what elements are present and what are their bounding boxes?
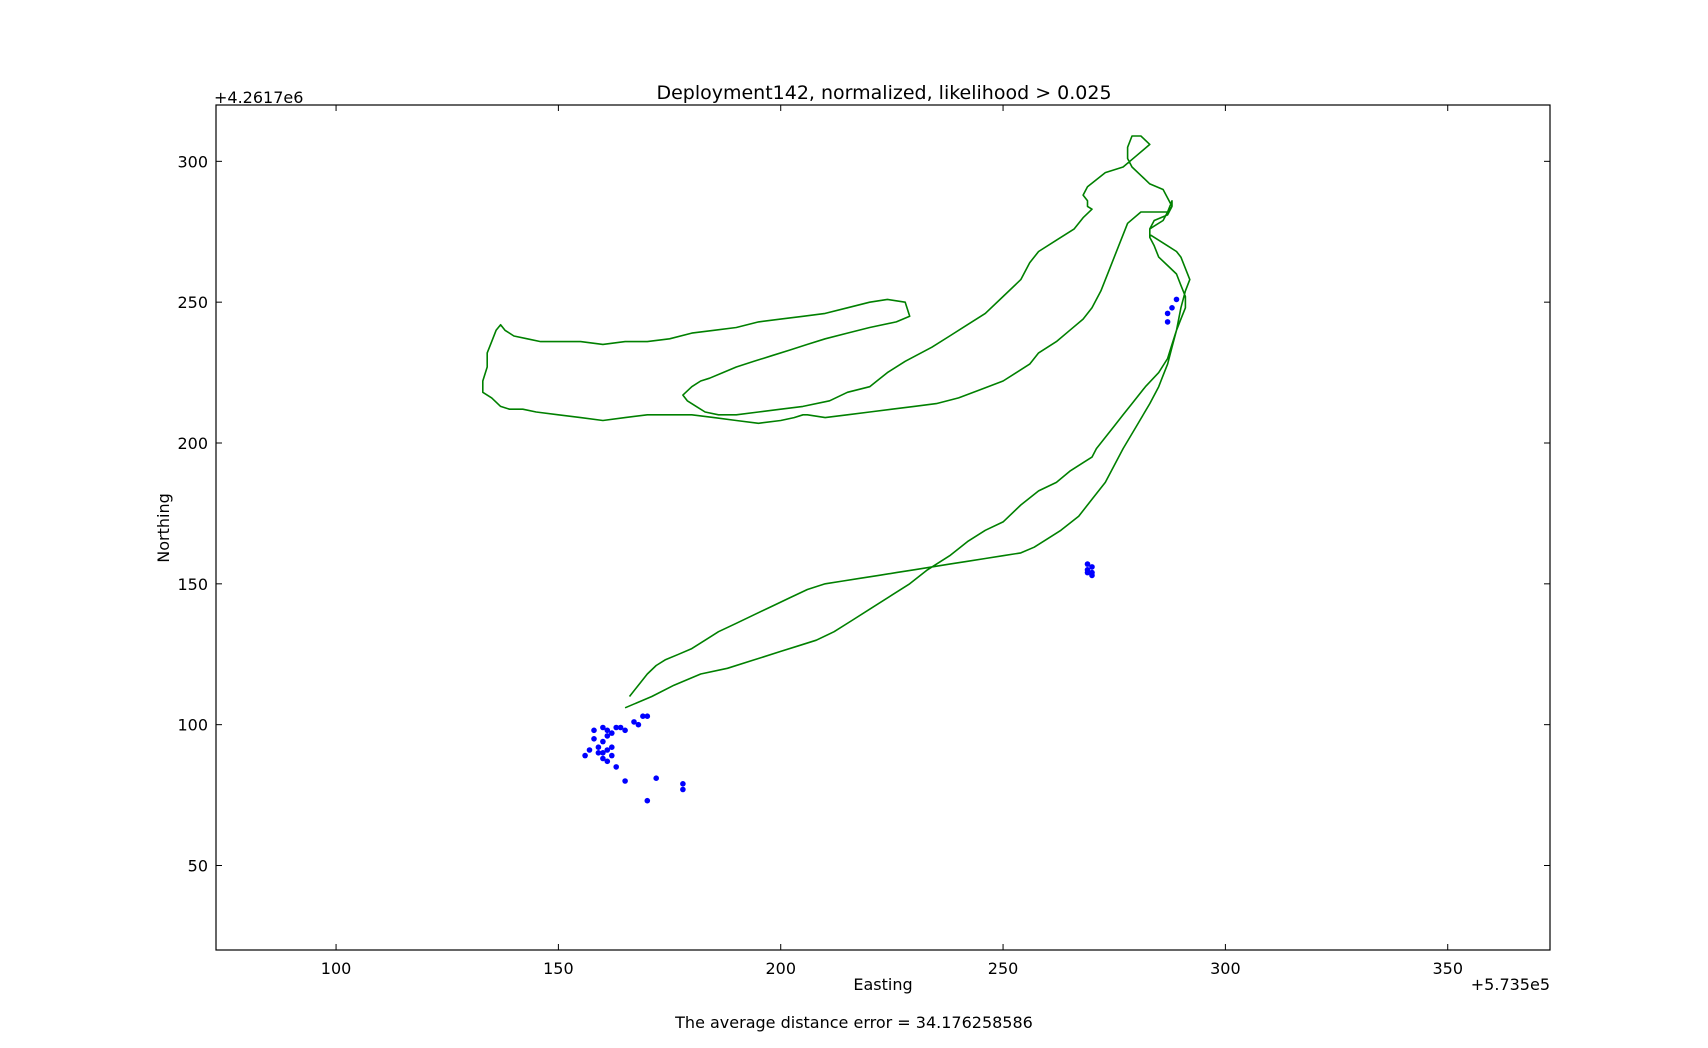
scatter-point [600,750,606,756]
scatter-point [609,752,615,759]
footer-note: The average distance error = 34.17625858… [675,1013,1033,1032]
x-tick-label: 300 [1210,959,1241,978]
y-offset-label: +4.2617e6 [214,88,303,107]
track-series [481,135,1191,709]
scatter-point [604,747,611,753]
chart-title: Deployment142, normalized, likelihood > … [656,82,1111,104]
scatter-point [1173,296,1180,303]
scatter-point [600,738,606,745]
x-tick-label: 150 [543,959,574,978]
scatter-point [582,752,588,759]
x-ticks: 100 150 200 250 300 350 [321,105,1463,978]
x-tick-label: 100 [321,959,352,978]
scatter-point [640,713,646,719]
x-tick-label: 350 [1432,959,1463,978]
y-tick-label: 250 [177,293,208,312]
scatter-point [613,764,619,770]
x-offset-label: +5.735e5 [1471,975,1550,994]
scatter-point [604,758,611,765]
scatter-point [1084,561,1091,567]
scatter-point [680,781,686,787]
scatter-point [613,724,619,731]
scatter-point [586,747,593,753]
scatter-point [595,744,602,750]
scatter-point [644,713,651,719]
scatter-point [622,778,628,784]
scatter-point [1164,310,1171,317]
y-ticks: 50 100 150 200 250 300 [177,152,1550,876]
scatter-point [1169,305,1175,311]
scatter-point [635,721,642,728]
scatter-point [1089,569,1095,576]
scatter-point [609,744,615,750]
y-tick-label: 50 [188,857,208,876]
scatter-point [595,750,602,756]
y-tick-label: 150 [177,575,208,594]
y-axis-label: Northing [154,493,173,563]
scatter-point [604,727,611,734]
x-tick-label: 250 [988,959,1019,978]
scatter-point [591,736,597,742]
scatter-point [622,727,628,734]
x-axis-label: Easting [853,975,912,994]
scatter-point [631,719,637,725]
scatter-point [617,724,624,731]
track-line [481,135,1191,709]
x-tick-label: 200 [765,959,796,978]
scatter-point [604,733,611,739]
scatter-point [609,730,615,736]
scatter-point [591,727,597,734]
y-tick-label: 100 [177,716,208,735]
plot-frame [215,104,1551,951]
y-tick-label: 300 [177,152,208,171]
scatter-point [680,786,686,793]
y-tick-label: 200 [177,434,208,453]
points-series [582,296,1180,804]
scatter-point [1084,567,1091,573]
scatter-point [644,797,651,804]
scatter-point [600,755,606,762]
scatter-point [600,724,606,731]
scatter-point [1164,319,1171,325]
scatter-point [1089,564,1095,570]
scatter-point [653,775,659,781]
